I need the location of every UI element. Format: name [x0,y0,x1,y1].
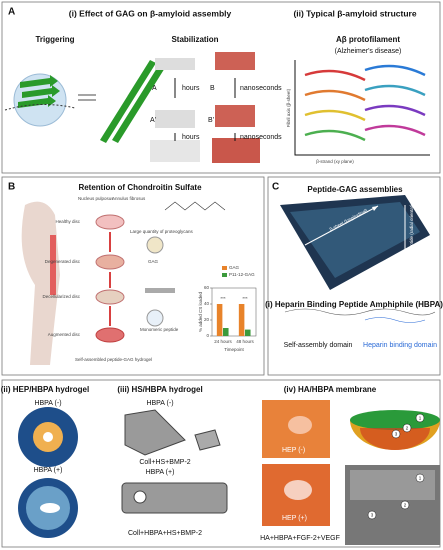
panel-a-box [1,1,441,174]
heading: Aβ protofilament [336,35,400,44]
domain-label: Self-assembly domain [284,342,353,349]
layer-marker [415,473,425,483]
time-label: hours [182,85,200,92]
significance: *** [220,296,226,301]
heading: Triggering [35,35,74,44]
condition-label: HBPA (-) [146,400,173,407]
panel-title: Peptide-GAG assemblies [307,185,403,194]
panel-title: (ii) Typical β-amyloid structure [293,8,416,18]
condition-label: HBPA (+) [34,467,63,474]
bar [223,328,229,336]
assembly-illustration [280,195,436,323]
path-label: B [210,85,215,92]
layer-marker [400,500,410,510]
y-axis-label: % added CS loaded [198,291,203,332]
y-tick-label: 20 [204,317,210,322]
caption: Coll+HBPA+HS+BMP-2 [128,530,202,537]
annotation: Degenerated disc [45,259,81,264]
legend-label: GAG [229,265,240,270]
layer-marker [367,510,377,520]
heading: Stabilization [171,35,218,44]
significance: *** [242,296,248,301]
annotation: Large quantity of proteoglycans [130,229,194,234]
y-tick-label: 0 [206,333,209,338]
x-tick-label: 48 hours [236,339,254,344]
time-label: hours [182,134,200,141]
layer-number: 3 [371,513,374,518]
layer-marker [415,413,425,423]
stabilization-illustration [150,52,260,163]
subheading: (Alzheimer's disease) [335,48,402,55]
path-label: B' [208,117,214,124]
bar-chart: 0 20 40 60% added CS loaded Timepoint 24 hour… [198,265,257,352]
layer-markers: 1 1 2 2 3 3 [367,413,425,520]
annotation: Nucleus pulposus [78,196,114,201]
x-axis-label: Timepoint [224,347,244,352]
protofilament-illustration [294,60,430,156]
annotation: Monomeric peptide [140,327,179,332]
layer-number: 1 [419,476,422,481]
layer-marker [402,423,412,433]
bone-images [121,409,228,514]
axis-label: Fibril axis (β-sheet) [286,88,291,127]
annotation: GAG [295,295,311,302]
membrane-images [262,400,440,545]
caption: HA+HBPA+FGF-2+VEGF [260,535,340,542]
time-label: nanoseconds [240,134,282,141]
condition-label: HBPA (-) [34,400,61,407]
layer-marker [391,429,401,439]
domain-label: Heparin binding domain [363,342,437,349]
annotation: Self-assembled peptide-GAG hydrogel [75,357,152,362]
condition-label: HBPA (+) [146,469,175,476]
panel-label: C [272,182,279,193]
panel-title: (ii) HEP/HBPA hydrogel [1,385,89,394]
layer-number: 2 [404,503,407,508]
condition-label: HEP (-) [282,447,305,454]
time-label: nanoseconds [240,85,282,92]
y-tick-label: 40 [204,301,210,306]
layer-number: 1 [419,416,422,421]
annotation: Decellularized disc [42,294,80,299]
annotation: Augmented disc [48,332,81,337]
x-tick-label: 24 hours [214,339,232,344]
panel-title: (iii) HS/HBPA hydrogel [117,385,202,394]
spine-illustration [21,201,226,365]
bar [216,304,223,336]
panel-title: (i) Effect of GAG on β-amyloid assembly [69,8,232,18]
panel-bottom-box [1,379,441,548]
layer-number: 2 [406,426,409,431]
y-tick-label: 60 [204,285,210,290]
panel-title: Retention of Chondroitin Sulfate [78,183,202,192]
annotation: Annulus fibrosus [112,196,146,201]
annotation: Healthy disc [55,219,80,224]
annotation: β-strand single peptide (radial orientat… [409,198,414,282]
layer-number: 3 [395,432,398,437]
panel-label: B [8,182,15,193]
caption: Coll+HS+BMP-2 [139,459,190,466]
bar [238,304,245,336]
panel-c-box [267,176,441,376]
axis-label: β-strand (xy plane) [316,159,354,164]
bar [245,329,251,336]
sub-label: A [22,409,27,416]
path-label: A [152,85,157,92]
panel-label: A [8,7,15,18]
subtitle: (i) Heparin Binding Peptide Amphiphile (… [265,300,443,309]
panel-b-box [1,176,265,376]
triggering-illustration [4,60,168,143]
legend-swatch [222,273,227,277]
sub-label: B [22,480,27,487]
legend-swatch [222,266,227,270]
panel-title: (iv) HA/HBPA membrane [284,385,377,394]
hydrogel-images [18,407,78,538]
condition-label: HEP (+) [282,515,307,522]
path-label: A' [150,117,156,124]
legend-label: P11-12-GAG [229,272,255,277]
annotation: GAG [148,259,159,264]
